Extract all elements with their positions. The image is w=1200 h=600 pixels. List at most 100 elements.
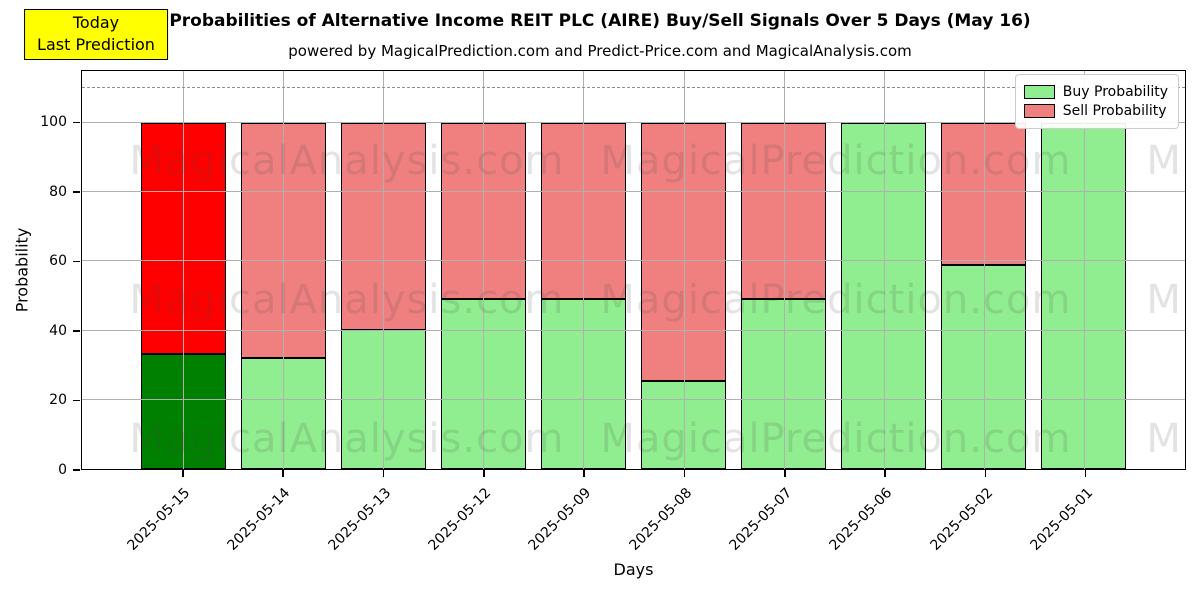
y-axis-title: Probability	[12, 227, 32, 313]
y-tick-mark	[73, 399, 80, 402]
sell-segment	[741, 122, 827, 300]
buy-segment	[741, 299, 827, 469]
buy-segment	[140, 354, 226, 469]
x-label-slot: 2025-05-07	[726, 477, 834, 567]
buy-segment	[941, 265, 1027, 469]
bar-2025-05-06	[841, 122, 927, 469]
sell-segment	[440, 122, 526, 300]
x-tick-label: 2025-05-09	[525, 485, 595, 554]
x-label-slot: 2025-05-08	[626, 477, 733, 567]
chart-title: Probabilities of Alternative Income REIT…	[169, 11, 1031, 31]
bar-2025-05-15	[140, 122, 226, 469]
x-tick-label: 2025-05-01	[1027, 485, 1097, 554]
x-label-slot: 2025-05-06	[827, 477, 934, 567]
today-annotation: Today Last Prediction	[24, 9, 168, 60]
y-tick-label: 100	[40, 114, 67, 131]
y-tick-mark	[73, 121, 80, 124]
bar-2025-05-01	[1041, 122, 1127, 469]
bar-2025-05-07	[741, 122, 827, 469]
bar-slot	[233, 71, 333, 469]
y-tick-mark	[73, 469, 80, 471]
threshold-dashed-line	[82, 87, 1185, 89]
bar-slot	[834, 71, 934, 469]
x-tick-label: 2025-05-06	[826, 485, 896, 554]
bar-2025-05-12	[440, 122, 526, 469]
x-label-slot: 2025-05-09	[526, 477, 633, 567]
bar-slot	[333, 71, 433, 469]
buy-segment	[540, 299, 626, 469]
sell-segment	[540, 122, 626, 300]
bar-2025-05-08	[640, 122, 727, 469]
x-tick-slot	[533, 470, 633, 479]
buy-segment	[440, 299, 526, 469]
x-tick-mark	[984, 470, 987, 477]
y-tick-label: 20	[49, 392, 67, 409]
sell-segment	[240, 122, 326, 358]
bar-slot	[633, 71, 733, 469]
bar-slot	[934, 71, 1034, 469]
x-tick-slot	[232, 470, 332, 479]
bar-slot	[734, 71, 834, 469]
bar-slot	[133, 71, 233, 469]
x-label-slot: 2025-05-02	[927, 477, 1034, 567]
y-axis: 0 20 40 60 80 100	[0, 70, 81, 478]
y-tick-label: 80	[49, 183, 67, 200]
y-tick-label: 0	[58, 462, 67, 478]
legend-swatch	[1023, 85, 1055, 99]
x-label-slot: 2025-05-01	[1027, 477, 1135, 567]
x-tick-slot	[734, 470, 834, 479]
x-tick-mark	[884, 470, 886, 477]
x-tick-slot	[834, 470, 934, 479]
sell-segment	[140, 122, 226, 355]
x-tick-slot	[333, 470, 433, 479]
bars-layer	[82, 71, 1185, 469]
plot-area: MagicalAnalysis.comMagicalPrediction.com…	[81, 70, 1186, 470]
legend: Buy Probability Sell Probability	[1014, 74, 1179, 129]
buy-segment	[340, 330, 426, 469]
x-tick-slot	[934, 470, 1034, 479]
bar-slot	[533, 71, 633, 469]
x-tick-mark	[683, 470, 686, 477]
legend-label: Sell Probability	[1062, 103, 1167, 119]
y-tick-label: 60	[49, 253, 67, 270]
x-tick-mark	[1084, 470, 1087, 477]
bar-slot	[433, 71, 533, 469]
x-label-slot: 2025-05-14	[225, 477, 332, 567]
bar-2025-05-02	[941, 122, 1027, 469]
buy-segment	[240, 357, 326, 469]
y-tick-mark	[73, 330, 80, 332]
x-axis-title: Days	[613, 560, 654, 579]
x-label-slot: 2025-05-12	[425, 477, 533, 567]
y-tick-label: 40	[49, 322, 67, 339]
x-tick-mark	[182, 470, 184, 477]
sell-segment	[640, 122, 727, 382]
buy-segment	[841, 122, 927, 469]
x-tick-slot	[132, 470, 232, 479]
x-axis-ticks	[81, 470, 1186, 479]
x-tick-label: 2025-05-08	[626, 485, 695, 554]
y-tick-mark	[73, 191, 80, 193]
x-tick-label: 2025-05-14	[224, 485, 294, 554]
bar-slot	[1034, 71, 1134, 469]
x-axis-labels: 2025-05-15 2025-05-14 2025-05-13 2025-05-12…	[81, 477, 1186, 567]
buy-segment	[1041, 122, 1127, 469]
x-tick-slot	[433, 470, 533, 479]
y-tick-mark	[73, 260, 80, 263]
x-tick-label: 2025-05-02	[926, 485, 996, 554]
sell-segment	[941, 122, 1027, 266]
x-tick-label: 2025-05-12	[425, 485, 495, 554]
x-tick-label: 2025-05-07	[726, 485, 796, 554]
annotation-line2: Last Prediction	[37, 35, 155, 55]
buy-segment	[640, 381, 727, 469]
legend-label: Buy Probability	[1062, 84, 1168, 100]
x-label-slot: 2025-05-15	[125, 477, 232, 567]
legend-swatch	[1023, 104, 1055, 118]
x-tick-label: 2025-05-13	[325, 485, 395, 554]
bar-2025-05-14	[240, 122, 326, 469]
x-tick-mark	[483, 470, 485, 477]
sell-segment	[340, 122, 426, 331]
x-label-slot: 2025-05-13	[325, 477, 433, 567]
x-tick-slot	[1035, 470, 1135, 479]
x-tick-slot	[633, 470, 733, 479]
